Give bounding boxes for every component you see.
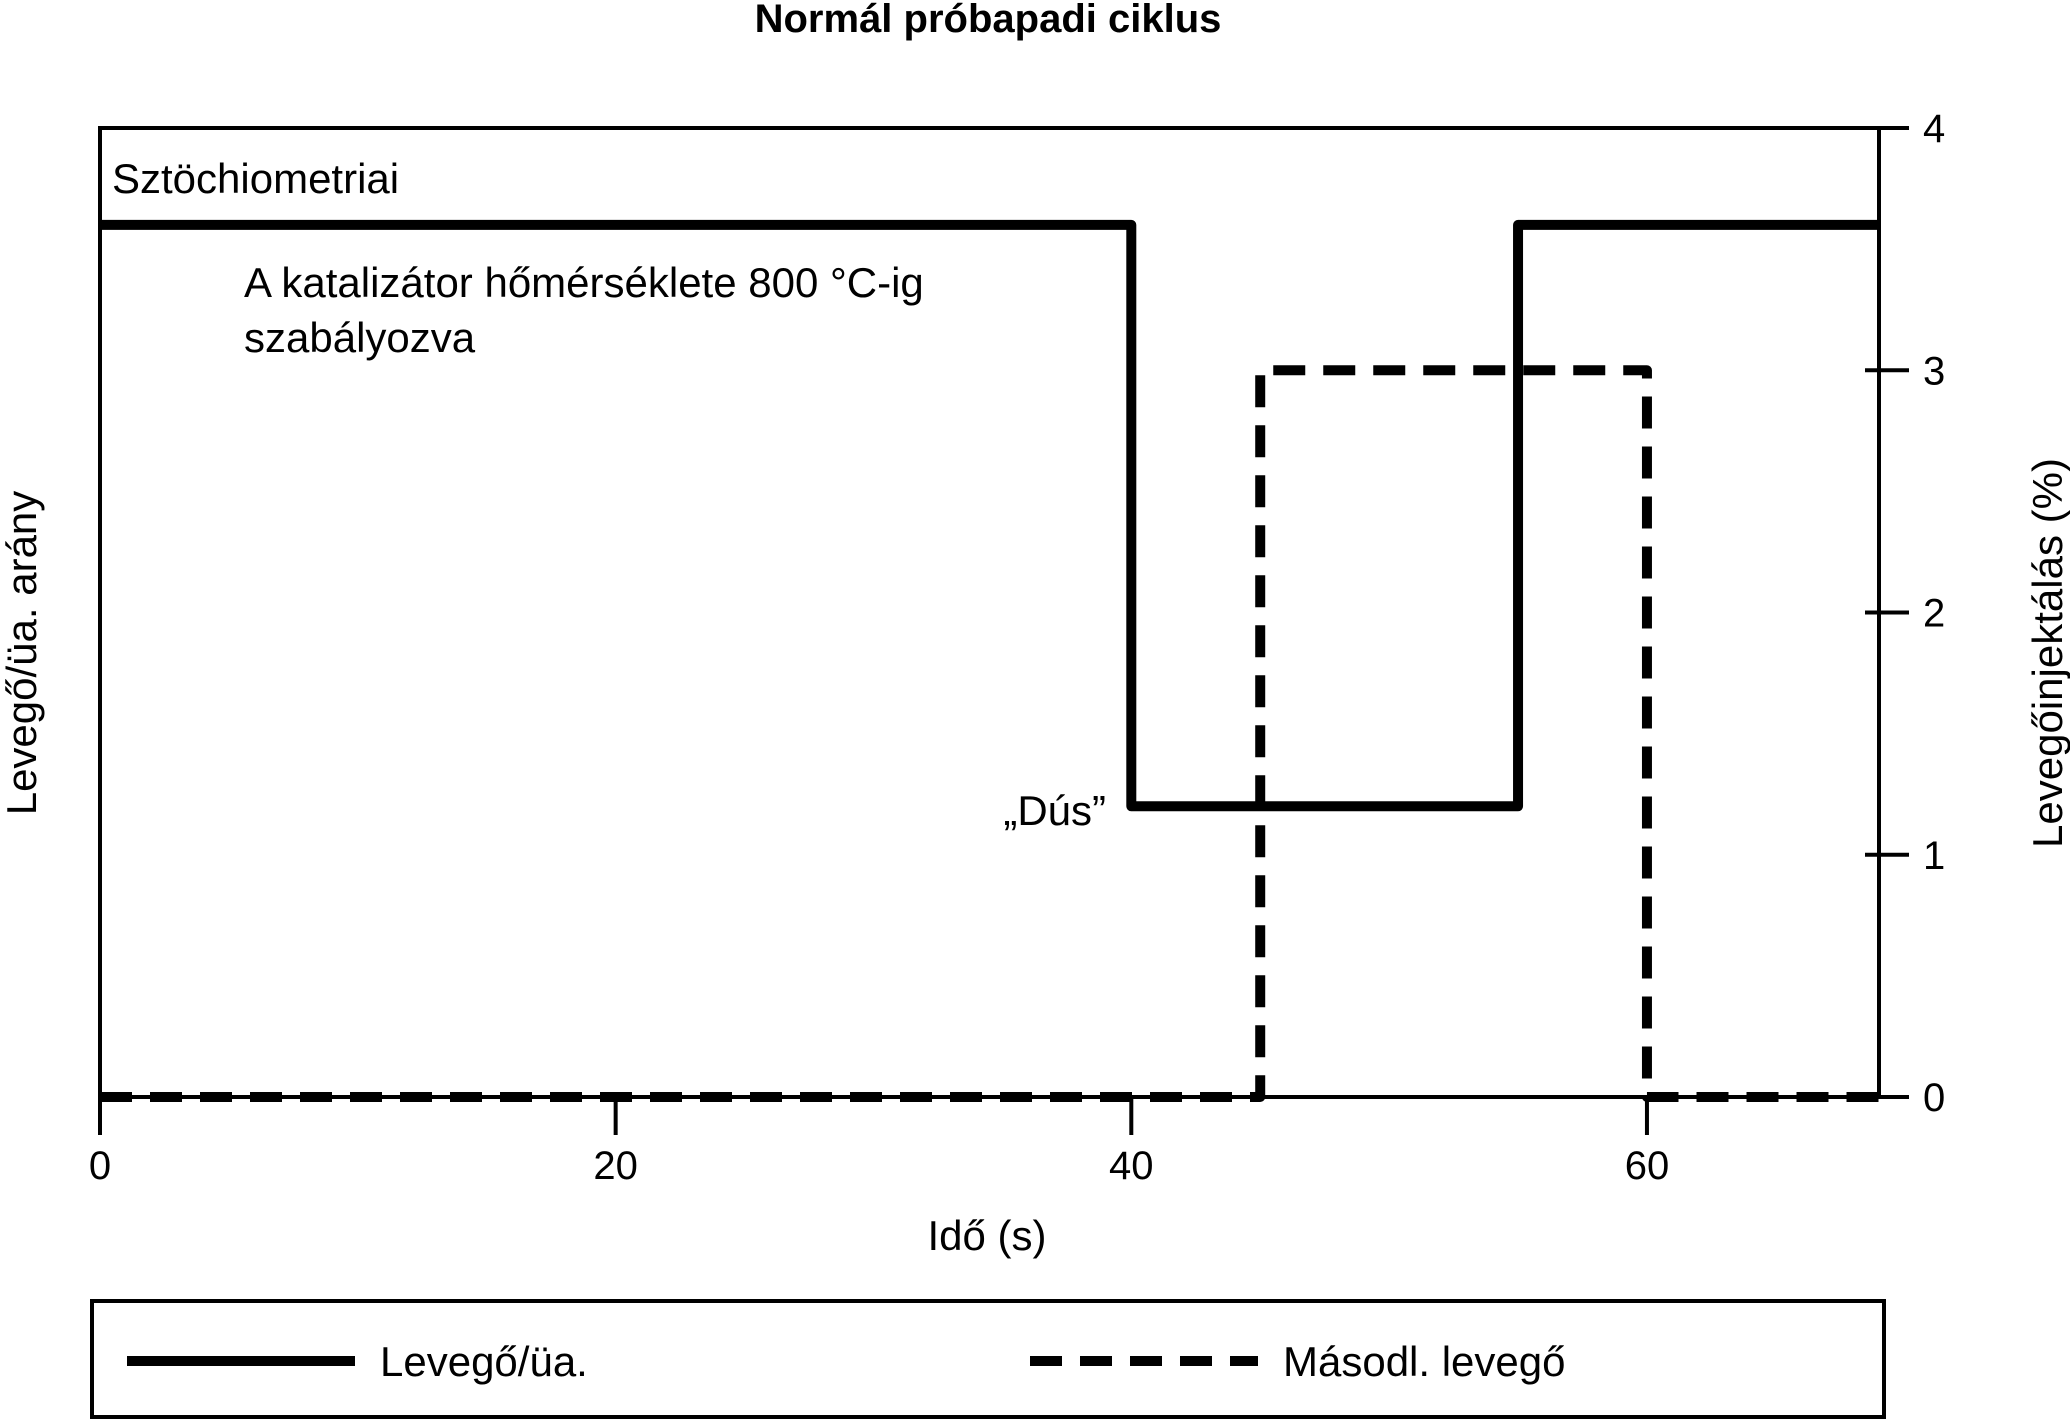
- annotation-stoichiometric: Sztöchiometriai: [112, 155, 399, 202]
- legend-box: [90, 1299, 1886, 1419]
- y-right-axis-ticks: 0 1 2 3 4: [1865, 107, 1945, 1120]
- legend: Levegő/üa. Másodl. levegő: [90, 1299, 1886, 1419]
- x-tick-label: 0: [89, 1144, 111, 1188]
- annotation-rich: „Dús”: [1003, 787, 1106, 834]
- legend-label-secondary-air: Másodl. levegő: [1283, 1338, 1566, 1385]
- y-right-tick-label: 4: [1923, 107, 1945, 151]
- y-right-axis-label: Levegőinjektálás (%): [2024, 458, 2070, 848]
- series-layer: [100, 219, 1879, 1102]
- series-line-secondary-air: [100, 365, 1879, 1102]
- y-right-tick-label: 2: [1923, 592, 1945, 636]
- x-tick-label: 40: [1109, 1144, 1154, 1188]
- y-right-tick-label: 1: [1923, 834, 1945, 878]
- y-right-tick-label: 0: [1923, 1076, 1945, 1120]
- chart-title: Normál próbapadi ciklus: [755, 0, 1222, 41]
- y-right-tick-label: 3: [1923, 349, 1945, 393]
- y-left-axis-label: Levegő/üa. arány: [0, 491, 45, 816]
- x-axis-label: Idő (s): [927, 1212, 1046, 1259]
- x-tick-label: 60: [1625, 1144, 1670, 1188]
- series-line-air-fuel: [100, 219, 1879, 812]
- x-axis-ticks: 0 20 40 60: [89, 1097, 1669, 1188]
- annotation-catalyst-line2: szabályozva: [244, 314, 476, 361]
- annotation-catalyst-line1: A katalizátor hőmérséklete 800 °C-ig: [244, 259, 924, 306]
- legend-label-air-fuel: Levegő/üa.: [380, 1338, 588, 1385]
- x-tick-label: 20: [593, 1144, 638, 1188]
